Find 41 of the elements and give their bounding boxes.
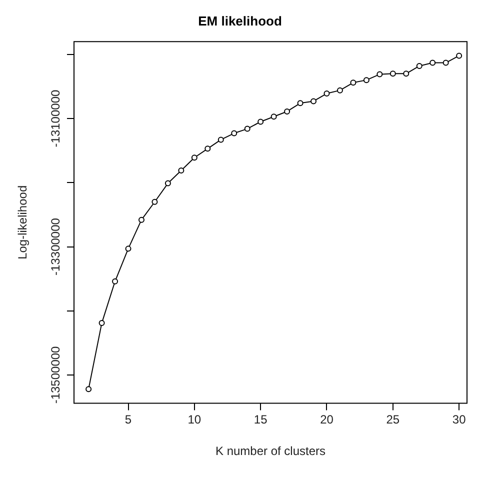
point bbox=[164, 180, 171, 186]
point bbox=[403, 70, 410, 77]
y-tick-label: -13500000 bbox=[48, 346, 62, 404]
point bbox=[258, 118, 264, 125]
x-tick-label: 20 bbox=[320, 412, 334, 427]
point bbox=[125, 246, 132, 252]
point bbox=[191, 154, 198, 161]
point bbox=[152, 198, 158, 205]
x-tick-label: 5 bbox=[124, 412, 132, 427]
point bbox=[98, 320, 105, 326]
point bbox=[442, 60, 449, 66]
point bbox=[204, 146, 211, 152]
x-tick-label: 25 bbox=[386, 412, 400, 427]
point bbox=[86, 386, 92, 392]
point bbox=[138, 216, 144, 223]
point bbox=[390, 70, 396, 77]
point bbox=[350, 80, 356, 86]
y-tick-label: -13100000 bbox=[48, 90, 62, 148]
point bbox=[112, 278, 118, 284]
x-tick-label: 30 bbox=[452, 412, 466, 427]
point bbox=[218, 136, 224, 143]
point bbox=[324, 90, 330, 97]
point bbox=[310, 98, 317, 104]
point bbox=[231, 130, 238, 136]
chart-title: EM likelihood bbox=[198, 13, 282, 28]
y-tick-label: -13300000 bbox=[48, 218, 62, 276]
point bbox=[284, 108, 290, 114]
point bbox=[376, 71, 383, 78]
y-axis-title: Log-likelihood bbox=[16, 185, 30, 260]
point bbox=[270, 114, 277, 120]
x-axis-title: K number of clusters bbox=[215, 444, 326, 458]
point bbox=[363, 77, 370, 84]
point bbox=[244, 126, 250, 132]
point bbox=[456, 52, 462, 59]
point bbox=[416, 62, 422, 69]
x-tick-label: 15 bbox=[254, 412, 268, 427]
point bbox=[336, 87, 343, 94]
point bbox=[430, 60, 436, 66]
x-tick-label: 10 bbox=[188, 412, 202, 427]
point bbox=[297, 100, 304, 106]
point bbox=[178, 167, 184, 174]
